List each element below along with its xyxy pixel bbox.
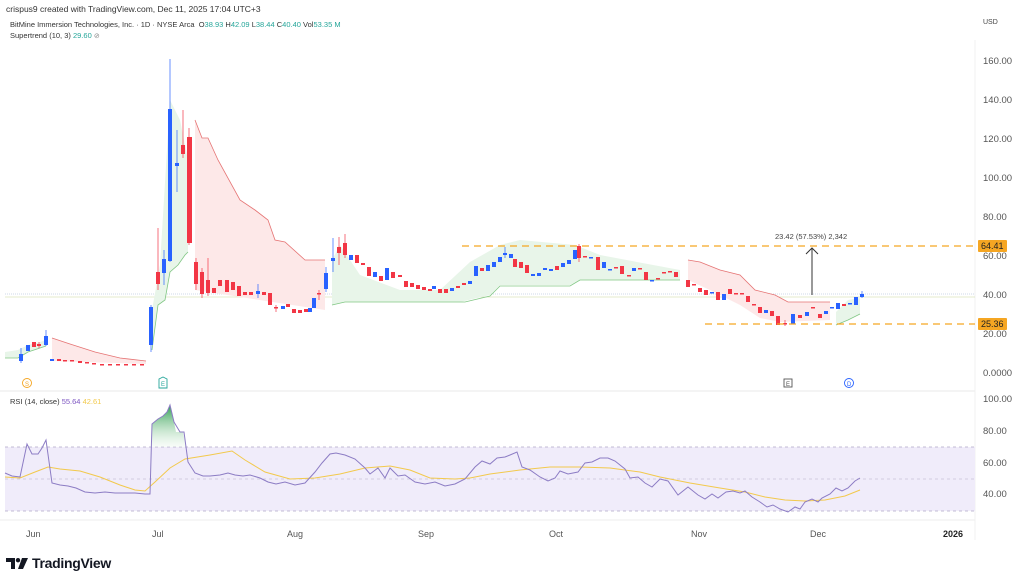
close-value: 40.40 [282,20,301,29]
svg-text:140.00: 140.00 [983,95,1012,106]
svg-text:E: E [161,382,165,388]
support-price-badge: 25.36 [978,318,1007,330]
svg-text:Aug: Aug [287,529,303,539]
svg-text:Sep: Sep [418,529,434,539]
svg-text:Jun: Jun [26,529,41,539]
svg-text:D: D [847,382,852,388]
rsi-axis[interactable]: 100.00 80.00 60.00 40.00 [983,394,1012,500]
visibility-eye-icon[interactable]: ⊘ [93,33,100,40]
rsi-label[interactable]: RSI (14, close) [10,397,60,406]
event-marker-earnings-upcoming[interactable]: E [783,378,793,388]
svg-text:Nov: Nov [691,529,708,539]
svg-text:Jul: Jul [152,529,164,539]
high-value: 42.09 [230,20,250,29]
open-value: 38.93 [204,20,224,29]
supertrend-value: 29.60 [72,31,92,40]
svg-text:S: S [25,382,29,388]
svg-text:80.00: 80.00 [983,426,1007,437]
measure-label: 23.42 (57.53%) 2,342 [775,232,847,241]
currency-label: USD [983,19,998,26]
svg-text:40.00: 40.00 [983,290,1007,301]
low-value: 38.44 [255,20,275,29]
chart-credit: crispus9 created with TradingView.com, D… [6,4,261,14]
svg-text:80.00: 80.00 [983,212,1007,223]
price-axis[interactable]: 160.00 140.00 120.00 100.00 80.00 60.00 … [983,56,1012,379]
event-marker-split[interactable]: S [22,378,32,389]
rsi-legend: RSI (14, close) 55.64 42.61 [10,397,101,406]
brand-name: TradingView [32,555,111,571]
symbol-title[interactable]: BitMine Immersion Technologies, Inc. · 1… [10,20,195,29]
svg-text:100.00: 100.00 [983,173,1012,184]
svg-text:0.0000: 0.0000 [983,368,1012,379]
volume-value: 53.35 M [313,20,341,29]
rsi-pane[interactable] [4,403,975,513]
svg-text:60.00: 60.00 [983,458,1007,469]
tradingview-logo[interactable]: TradingView [6,555,111,571]
svg-text:120.00: 120.00 [983,134,1012,145]
candles [19,59,864,366]
symbol-legend: BitMine Immersion Technologies, Inc. · 1… [10,20,341,40]
svg-text:100.00: 100.00 [983,394,1012,405]
resistance-price-badge: 64.41 [978,240,1007,252]
svg-text:40.00: 40.00 [983,489,1007,500]
time-axis[interactable]: Jun Jul Aug Sep Oct Nov Dec 2026 [26,529,963,539]
rsi-ma-value: 42.61 [82,397,102,406]
svg-text:Dec: Dec [810,529,827,539]
svg-text:60.00: 60.00 [983,251,1007,262]
rsi-value: 55.64 [61,397,81,406]
svg-text:20.00: 20.00 [983,329,1007,340]
supertrend-label[interactable]: Supertrend (10, 3) [10,31,71,40]
svg-text:2026: 2026 [943,529,963,539]
event-marker-dividend[interactable]: D [844,378,854,389]
svg-text:E: E [786,382,790,388]
svg-text:160.00: 160.00 [983,56,1012,67]
measure-arrow[interactable] [805,247,819,295]
event-marker-earnings[interactable]: E [158,376,168,389]
tradingview-logo-icon [6,557,28,569]
svg-text:Oct: Oct [549,529,564,539]
